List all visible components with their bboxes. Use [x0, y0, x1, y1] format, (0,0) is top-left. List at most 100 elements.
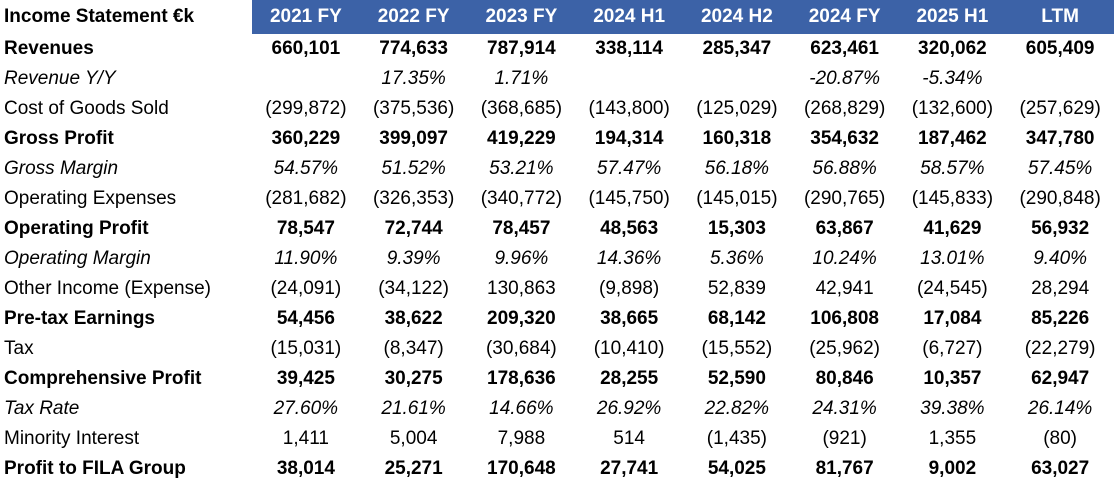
- table-cell: 21.61%: [381, 398, 446, 419]
- table-cell: 160,318: [702, 128, 772, 149]
- table-cell: [1006, 64, 1114, 94]
- table-cell: [252, 64, 360, 94]
- column-header: 2024 H2: [683, 0, 791, 34]
- table-cell: (145,750): [588, 188, 670, 209]
- table-cell: 56.18%: [704, 158, 770, 179]
- table-cell: 62,947: [1031, 368, 1090, 389]
- table-cell: 80,846: [815, 368, 874, 389]
- table-cell: (143,800): [588, 98, 670, 119]
- table-row: Other Income (Expense) (24,091) (34,122) 13…: [0, 274, 1114, 304]
- table-cell: (15,552): [701, 338, 773, 359]
- table-cell: (375,536): [372, 98, 455, 119]
- row-label: Operating Margin: [4, 248, 151, 269]
- row-label: Profit to FILA Group: [4, 458, 186, 479]
- table-cell: 38,665: [600, 308, 659, 329]
- table-cell: 5.36%: [709, 248, 764, 269]
- table-cell: 56.88%: [812, 158, 877, 179]
- table-cell: 57.47%: [596, 158, 662, 179]
- table-cell: 10,357: [923, 368, 982, 389]
- table-cell: 25,271: [384, 458, 443, 479]
- table-cell: (281,682): [265, 188, 347, 209]
- table-cell: 285,347: [702, 38, 772, 59]
- row-label: Operating Profit: [4, 218, 149, 239]
- table-cell: 660,101: [271, 38, 341, 59]
- table-cell: 54,025: [707, 458, 766, 479]
- table-row: Tax Rate 27.60% 21.61% 14.66% 26.92% 22.82% 24…: [0, 394, 1114, 424]
- table-cell: 24.31%: [812, 398, 877, 419]
- row-label: Comprehensive Profit: [4, 368, 202, 389]
- table-row: Operating Margin 11.90% 9.39% 9.96% 14.36% 5.…: [0, 244, 1114, 274]
- table-cell: 130,863: [487, 278, 556, 299]
- table-cell: 78,457: [492, 218, 551, 239]
- column-header: 2024 H1: [575, 0, 683, 34]
- table-cell: (145,015): [696, 188, 778, 209]
- column-header: 2021 FY: [252, 0, 360, 34]
- row-label: Tax Rate: [4, 398, 80, 419]
- table-row: Minority Interest 1,411 5,004 7,988 514 (1,43…: [0, 424, 1114, 454]
- table-cell: 58.57%: [920, 158, 985, 179]
- table-cell: 209,320: [487, 308, 556, 329]
- table-cell: (22,279): [1024, 338, 1096, 359]
- row-label: Operating Expenses: [4, 188, 177, 209]
- table-cell: 1,355: [928, 428, 977, 449]
- table-cell: 1,411: [282, 428, 329, 449]
- table-cell: 9.39%: [386, 248, 441, 269]
- table-cell: 347,780: [1025, 128, 1095, 149]
- table-cell: (368,685): [480, 98, 563, 119]
- column-header: 2025 H1: [898, 0, 1007, 34]
- table-cell: 10.24%: [812, 248, 877, 269]
- table-cell: 623,461: [810, 38, 879, 59]
- table-cell: 14.36%: [596, 248, 662, 269]
- table-cell: (10,410): [593, 338, 665, 359]
- table-row: Cost of Goods Sold (299,872) (375,536) (368…: [0, 94, 1114, 124]
- table-cell: (268,829): [803, 98, 886, 119]
- table-cell: 38,622: [384, 308, 443, 329]
- table-cell: (290,848): [1019, 188, 1101, 209]
- row-label: Revenues: [4, 38, 94, 59]
- table-cell: (6,727): [922, 338, 983, 359]
- table-cell: 354,632: [810, 128, 879, 149]
- table-cell: 15,303: [707, 218, 766, 239]
- table-cell: 5,004: [389, 428, 438, 449]
- table-cell: -5.34%: [922, 68, 983, 89]
- table-row: Profit to FILA Group 38,014 25,271 170,648 2…: [0, 454, 1114, 484]
- table-row: Gross Profit 360,229 399,097 419,229 194,314…: [0, 124, 1114, 154]
- row-label: Other Income (Expense): [4, 278, 211, 299]
- table-cell: 63,867: [815, 218, 874, 239]
- table-cell: 7,988: [497, 428, 546, 449]
- table-cell: (25,962): [809, 338, 881, 359]
- table-cell: 360,229: [271, 128, 341, 149]
- table-cell: (145,833): [911, 188, 994, 209]
- table-cell: 14.66%: [489, 398, 554, 419]
- table-cell: 85,226: [1031, 308, 1090, 329]
- table-cell: 106,808: [810, 308, 879, 329]
- table-cell: 28,255: [600, 368, 659, 389]
- column-header: 2022 FY: [359, 0, 468, 34]
- table-cell: [683, 64, 791, 94]
- table-cell: 17,084: [923, 308, 982, 329]
- table-cell: 605,409: [1025, 38, 1095, 59]
- table-cell: (290,765): [803, 188, 886, 209]
- table-cell: 57.45%: [1027, 158, 1093, 179]
- table-cell: 27.60%: [273, 398, 339, 419]
- table-cell: 26.14%: [1027, 398, 1093, 419]
- table-cell: 187,462: [918, 128, 987, 149]
- table-cell: (15,031): [270, 338, 342, 359]
- table-cell: (132,600): [911, 98, 994, 119]
- table-cell: (8,347): [383, 338, 444, 359]
- table-row: Gross Margin 54.57% 51.52% 53.21% 57.47% 56.1…: [0, 154, 1114, 184]
- table-row: Operating Profit 78,547 72,744 78,457 48,563…: [0, 214, 1114, 244]
- table-row: Operating Expenses (281,682) (326,353) (340…: [0, 184, 1114, 214]
- header-row: Income Statement €k 2021 FY 2022 FY 2023…: [0, 0, 1114, 34]
- table-cell: 51.52%: [381, 158, 446, 179]
- table-cell: 9.96%: [494, 248, 549, 269]
- table-cell: 42,941: [815, 278, 874, 299]
- table-cell: [575, 64, 683, 94]
- table-cell: 514: [613, 428, 645, 449]
- table-row: Pre-tax Earnings 54,456 38,622 209,320 38,66…: [0, 304, 1114, 334]
- table-cell: (299,872): [265, 98, 347, 119]
- table-cell: (340,772): [480, 188, 563, 209]
- table-cell: 30,275: [384, 368, 443, 389]
